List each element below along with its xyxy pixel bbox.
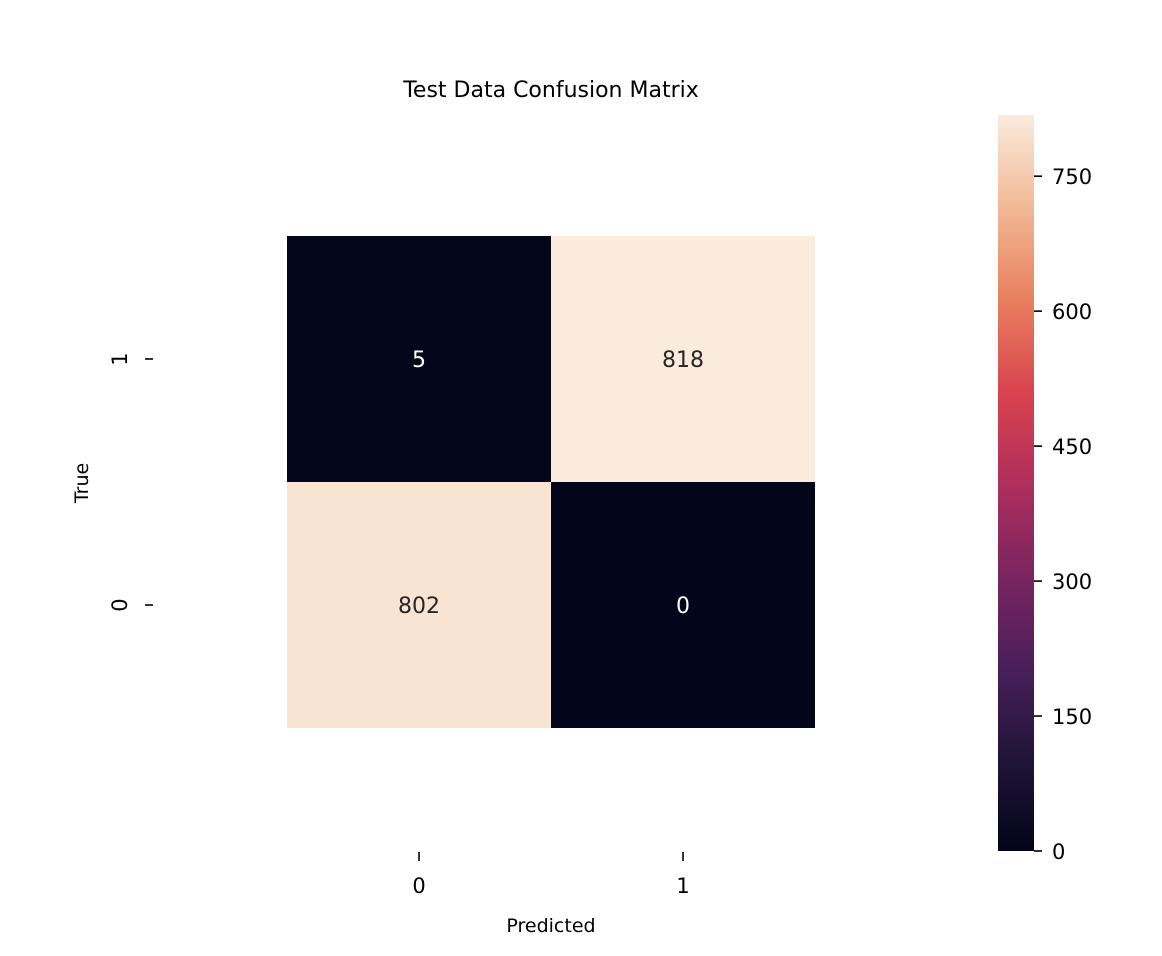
cell-value-label: 5	[412, 348, 426, 373]
heatmap-cells: 5 818 802 0	[287, 236, 815, 728]
heatmap-cell	[287, 482, 551, 728]
y-axis: 10	[108, 352, 153, 612]
x-tick-label: 1	[676, 874, 689, 898]
heatmap-cell	[551, 236, 815, 482]
colorbar-tick-label: 150	[1052, 705, 1092, 729]
colorbar-tick-label: 0	[1052, 840, 1065, 864]
cell-value-label: 818	[662, 348, 704, 373]
heatmap-cell	[287, 236, 551, 482]
heatmap-cell	[551, 482, 815, 728]
colorbar-tick-label: 750	[1052, 165, 1092, 189]
colorbar-ticks: 0 150 300 450 600 750	[1034, 165, 1092, 864]
y-tick-label: 0	[108, 598, 132, 611]
x-axis-label: Predicted	[506, 915, 595, 937]
colorbar: 0 150 300 450 600 750	[998, 115, 1092, 864]
y-tick-label: 1	[108, 352, 132, 365]
x-tick-label: 0	[412, 874, 425, 898]
colorbar-tick-label: 450	[1052, 435, 1092, 459]
cell-value-label: 802	[398, 594, 440, 619]
colorbar-gradient	[998, 115, 1034, 851]
colorbar-tick-label: 300	[1052, 570, 1092, 594]
y-axis-label: True	[71, 463, 93, 504]
colorbar-tick-label: 600	[1052, 300, 1092, 324]
cell-value-label: 0	[676, 594, 690, 619]
chart-title: Test Data Confusion Matrix	[402, 78, 699, 103]
